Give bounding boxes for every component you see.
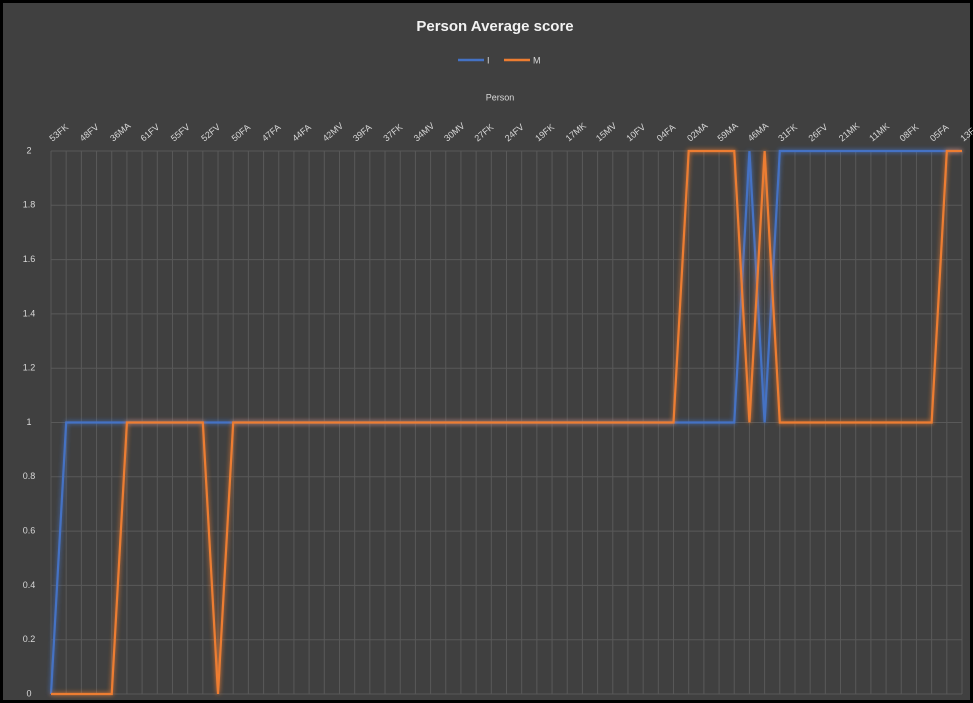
y-tick-label: 1.4: [23, 308, 36, 318]
y-tick-label: 0: [26, 688, 31, 698]
y-tick-label: 1.6: [23, 254, 36, 264]
legend-label: I: [487, 55, 490, 65]
chart-area: [3, 3, 970, 700]
y-tick-label: 0.8: [23, 471, 36, 481]
y-tick-label: 0.4: [23, 580, 36, 590]
y-tick-label: 1.8: [23, 200, 36, 210]
legend-label: M: [533, 55, 541, 65]
y-tick-label: 2: [26, 145, 31, 155]
x-axis-title: Person: [486, 92, 515, 102]
y-tick-label: 0.2: [23, 634, 36, 644]
series-line: [51, 149, 962, 696]
y-tick-label: 0.6: [23, 525, 36, 535]
y-tick-label: 1.2: [23, 363, 36, 373]
y-tick-label: 1: [26, 417, 31, 427]
chart-title: Person Average score: [416, 18, 573, 35]
